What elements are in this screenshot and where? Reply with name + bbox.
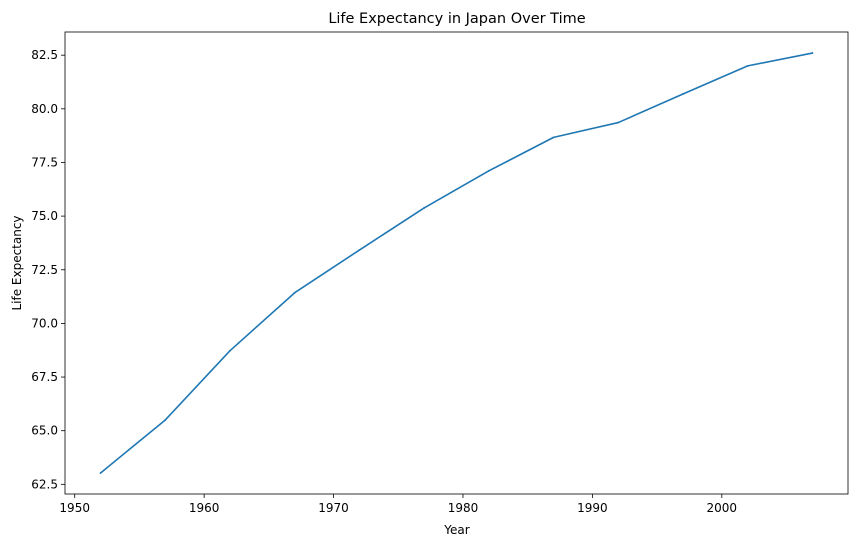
x-tick-label: 2000 (707, 501, 738, 515)
data-point (358, 249, 361, 251)
data-point (423, 207, 426, 209)
data-point (229, 349, 231, 352)
y-tick-label: 77.5 (31, 155, 58, 169)
data-point (746, 65, 749, 67)
data-point (552, 136, 555, 139)
data-point (293, 291, 296, 294)
data-point (682, 93, 684, 95)
data-point (617, 121, 620, 124)
x-tick-label: 1980 (448, 501, 479, 515)
y-tick-label: 80.0 (31, 102, 58, 116)
y-tick-label: 70.0 (31, 316, 58, 330)
x-tick-label: 1970 (318, 501, 349, 515)
series-line (99, 52, 814, 474)
y-tick-label: 75.0 (31, 209, 58, 223)
data-point (99, 472, 102, 474)
x-axis-label: Year (443, 523, 469, 537)
data-point (164, 419, 167, 421)
y-tick-label: 67.5 (31, 370, 58, 384)
y-tick-label: 65.0 (31, 424, 58, 438)
y-tick-label: 62.5 (31, 477, 58, 491)
y-axis-label: Life Expectancy (10, 215, 24, 310)
x-tick-label: 1990 (577, 501, 608, 515)
data-point (811, 52, 814, 54)
x-tick-label: 1960 (189, 501, 220, 515)
chart-title: Life Expectancy in Japan Over Time (328, 11, 585, 27)
y-tick-label: 82.5 (31, 48, 58, 62)
data-point (487, 169, 490, 172)
y-tick-label: 72.5 (31, 263, 58, 277)
x-tick-label: 1950 (59, 501, 90, 515)
plot-area: 1950 1960 1970 1980 1990 2000 62.5 65.0 67.5 70.0… (31, 48, 814, 515)
plot-frame (64, 31, 849, 495)
